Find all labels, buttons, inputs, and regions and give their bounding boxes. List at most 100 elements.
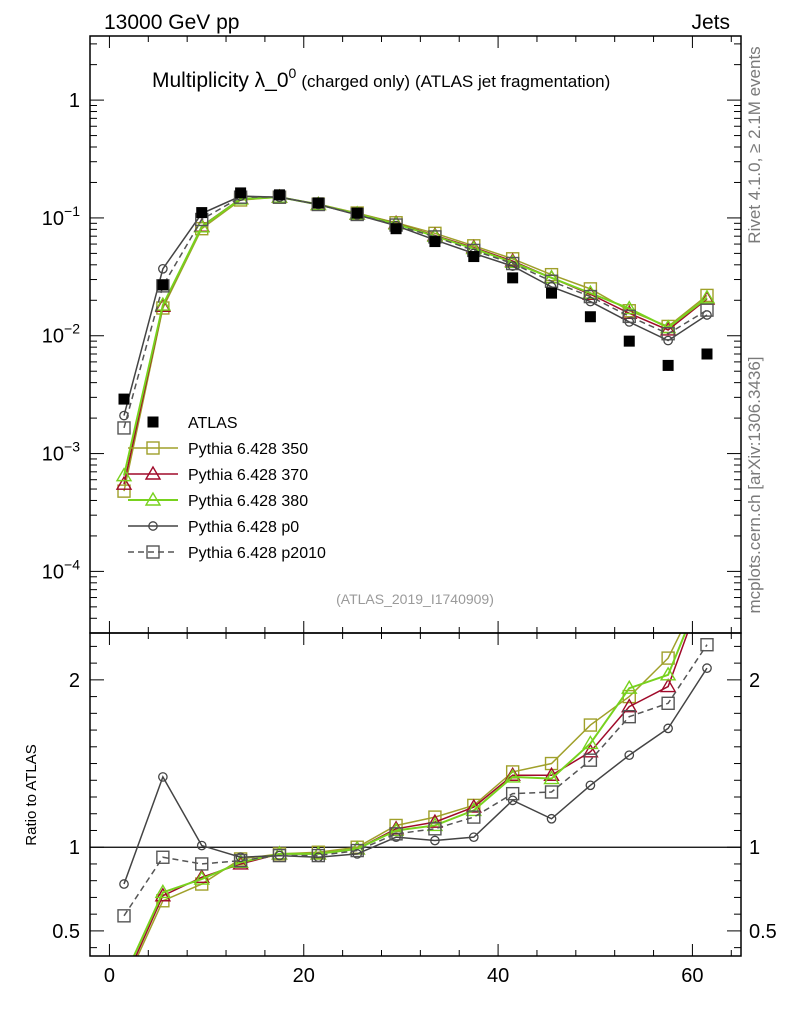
ratio-y-tick-label: 1: [69, 837, 80, 859]
rivet-label: Rivet 4.1.0, ≥ 2.1M events: [745, 46, 764, 243]
legend-label-4: Pythia 6.428 p2010: [188, 545, 326, 562]
series-3-ratio-point: [546, 813, 557, 824]
series-2-ratio-point: [465, 802, 483, 817]
legend-marker-4: [146, 545, 160, 559]
atlas-data-point: [584, 311, 596, 323]
atlas-data-point: [429, 236, 441, 248]
atlas-data-point: [507, 272, 519, 284]
series-1-point: [115, 475, 133, 490]
series-4-ratio-point: [117, 909, 131, 923]
legend-marker-atlas: [147, 416, 159, 428]
series-3-ratio-point: [235, 852, 246, 863]
atlas-data-point: [701, 348, 713, 360]
series-2-ratio-line: [132, 633, 687, 956]
series-2-ratio-point: [193, 870, 210, 885]
series-4-ratio-point: [350, 843, 364, 858]
series-4-ratio-point: [428, 822, 442, 836]
legend-label-0: Pythia 6.428 350: [188, 441, 308, 458]
series-3-ratio-point: [468, 832, 479, 843]
series-4-point: [505, 256, 520, 271]
series-4-line: [123, 196, 708, 429]
atlas-data-point: [390, 223, 402, 235]
ratio-y-tick-label-right: 1: [749, 837, 760, 859]
atlas-data-point: [546, 287, 558, 299]
legend-marker-0: [146, 441, 160, 455]
series-2-point: [154, 296, 172, 311]
ratio-panel-frame: [89, 632, 742, 957]
atlas-data-point: [468, 251, 480, 263]
series-1-ratio-point: [621, 698, 638, 713]
series-4-ratio-point: [583, 753, 598, 767]
series-4-point: [544, 274, 559, 288]
series-3-point: [158, 263, 168, 274]
series-0-point: [117, 484, 131, 498]
ratio-y-tick-label: 2: [69, 670, 80, 692]
x-tick-label: 40: [487, 965, 509, 987]
series-1-ratio-point: [504, 766, 521, 781]
series-4-point: [583, 289, 598, 304]
series-1-ratio-point: [582, 743, 599, 758]
series-3-ratio-point: [119, 879, 129, 889]
atlas-data-point: [312, 197, 324, 209]
series-3-line: [123, 195, 708, 416]
chart-title-sup: 0: [289, 65, 297, 81]
series-4-ratio-point: [467, 810, 481, 824]
series-3-ratio-point: [352, 849, 363, 859]
series-2-ratio-point: [621, 679, 638, 694]
y-tick-label: 10−3: [42, 439, 80, 466]
series-3-ratio-line: [123, 667, 708, 885]
atlas-data-point: [196, 207, 208, 219]
series-4-ratio-point: [272, 848, 287, 863]
series-2-ratio-point: [387, 822, 405, 837]
atlas-data-point: [273, 189, 285, 201]
series-3-ratio-point: [663, 723, 673, 734]
legend-label-1: Pythia 6.428 370: [188, 467, 308, 484]
series-2-point: [621, 300, 638, 315]
series-0-ratio-point: [583, 718, 598, 732]
legend-marker-1: [144, 465, 162, 480]
series-4-ratio-point: [389, 827, 403, 841]
series-1-ratio-point: [659, 678, 677, 693]
series-4-ratio-point: [700, 638, 714, 652]
legend-label-atlas: ATLAS: [188, 415, 238, 432]
series-3-ratio-point: [391, 832, 401, 843]
chart-title-small: (charged only): [301, 72, 410, 91]
atlas-data-point: [351, 207, 363, 219]
series-2-ratio-point: [504, 768, 521, 783]
chart-title-main: Multiplicity λ_0: [152, 69, 289, 92]
series-0-ratio-point: [118, 980, 130, 992]
x-tick-label: 0: [104, 965, 115, 987]
y-tick-label: 10−1: [42, 203, 80, 230]
series-3-ratio-point: [158, 772, 168, 782]
ratio-y-tick-label-right: 2: [749, 670, 760, 692]
series-2-ratio-point: [310, 845, 327, 860]
series-3-point: [702, 310, 712, 320]
mcplots-label: mcplots.cern.ch [arXiv:1306.3436]: [745, 356, 764, 613]
series-2-ratio-point: [700, 572, 714, 584]
series-2-ratio-point: [154, 884, 172, 899]
legend-marker-3: [148, 521, 158, 531]
analysis-id: (ATLAS_2019_I1740909): [336, 591, 494, 607]
y-tick-label: 10−4: [42, 556, 80, 583]
atlas-data-point: [662, 359, 674, 371]
x-tick-label: 20: [293, 965, 315, 987]
series-1-ratio-point: [465, 798, 483, 813]
series-2-point: [698, 289, 716, 304]
series-1-point: [659, 321, 677, 336]
series-1-ratio-point: [193, 868, 210, 884]
series-2-ratio-point: [426, 817, 444, 832]
series-2-line: [123, 196, 708, 476]
series-4-point: [117, 421, 131, 435]
series-3-ratio-point: [585, 780, 596, 791]
chart-title-suffix: (ATLAS jet fragmentation): [415, 72, 610, 91]
series-1-ratio-point: [426, 813, 444, 828]
series-2-point: [659, 319, 677, 334]
series-2-point: [582, 284, 599, 299]
upper-panel-frame: [89, 35, 742, 634]
series-3-ratio-point: [430, 835, 440, 846]
series-4-ratio-point: [311, 848, 326, 863]
series-3-ratio-point: [196, 840, 207, 851]
series-4-ratio-point: [156, 850, 170, 864]
series-2-ratio-point: [117, 971, 131, 983]
